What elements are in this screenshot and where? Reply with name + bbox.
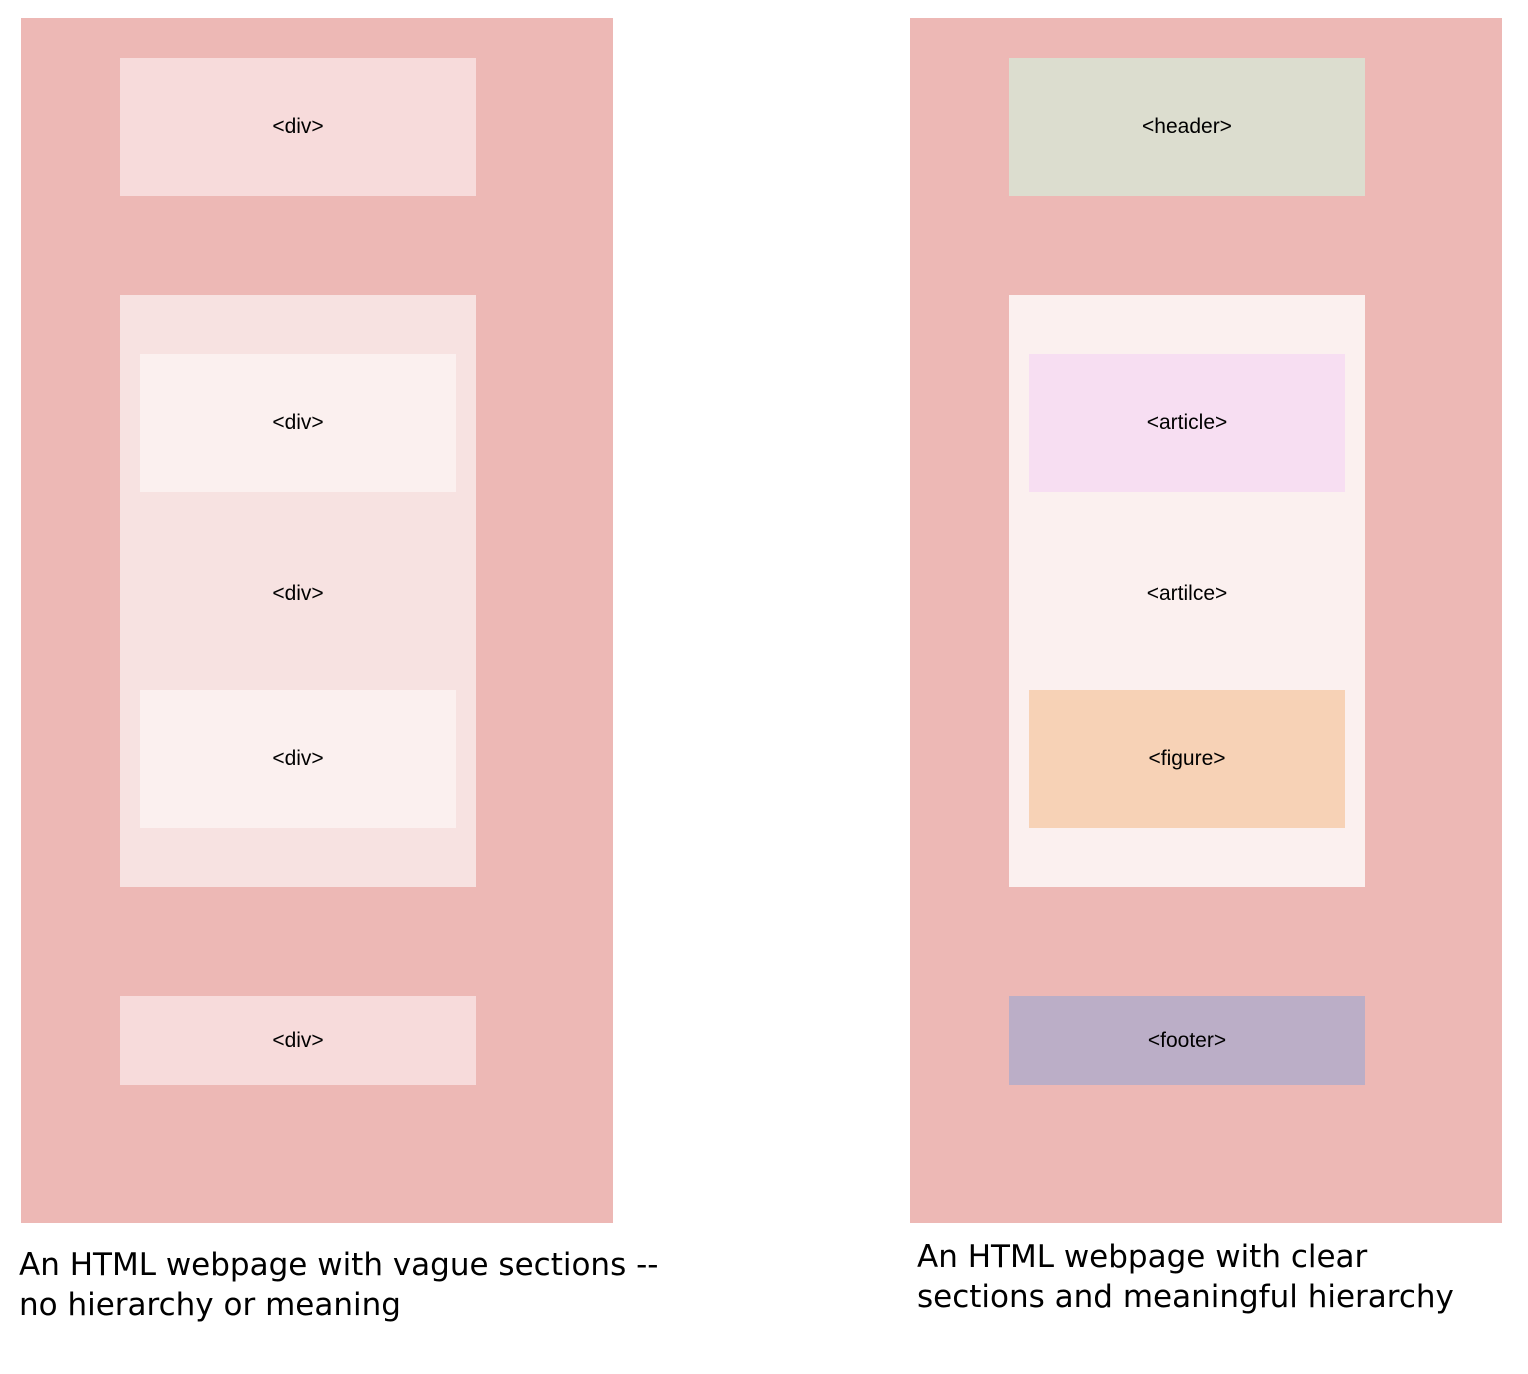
left-inner-bottom-div-label: <div> (272, 747, 324, 770)
header-label: <header> (1142, 115, 1232, 138)
left-bottom-div-box: <div> (120, 996, 476, 1085)
semantic-layout-panel: <header> <article> <artilce> <figure> <f… (910, 18, 1502, 1223)
right-caption: An HTML webpage with clear sections and … (917, 1239, 1454, 1315)
article-label: <article> (1146, 411, 1228, 434)
left-inner-top-div-label: <div> (272, 411, 324, 434)
footer-box: <footer> (1009, 996, 1365, 1085)
left-inner-top-div-box: <div> (140, 354, 456, 492)
header-box: <header> (1009, 58, 1365, 196)
left-main-div-box: <div> <div> <div> (120, 295, 476, 887)
article-box: <article> (1029, 354, 1345, 492)
left-top-div-box: <div> (120, 58, 476, 196)
left-top-div-label: <div> (272, 115, 324, 138)
figure-box: <figure> (1029, 690, 1345, 828)
main-content-box: <article> <artilce> <figure> (1009, 295, 1365, 887)
left-inner-middle-div-label: <div> (272, 582, 324, 605)
left-bottom-div-label: <div> (272, 1028, 324, 1052)
article-container-label: <artilce> (1146, 582, 1228, 605)
footer-label: <footer> (1147, 1028, 1227, 1052)
left-inner-middle-div-box: <div> (120, 525, 476, 663)
vague-layout-panel: <div> <div> <div> <div> <div> (21, 18, 613, 1223)
left-inner-bottom-div-box: <div> (140, 690, 456, 828)
article-container-box: <artilce> (1009, 525, 1365, 663)
left-caption: An HTML webpage with vague sections -- n… (19, 1247, 659, 1323)
figure-label: <figure> (1148, 747, 1226, 770)
